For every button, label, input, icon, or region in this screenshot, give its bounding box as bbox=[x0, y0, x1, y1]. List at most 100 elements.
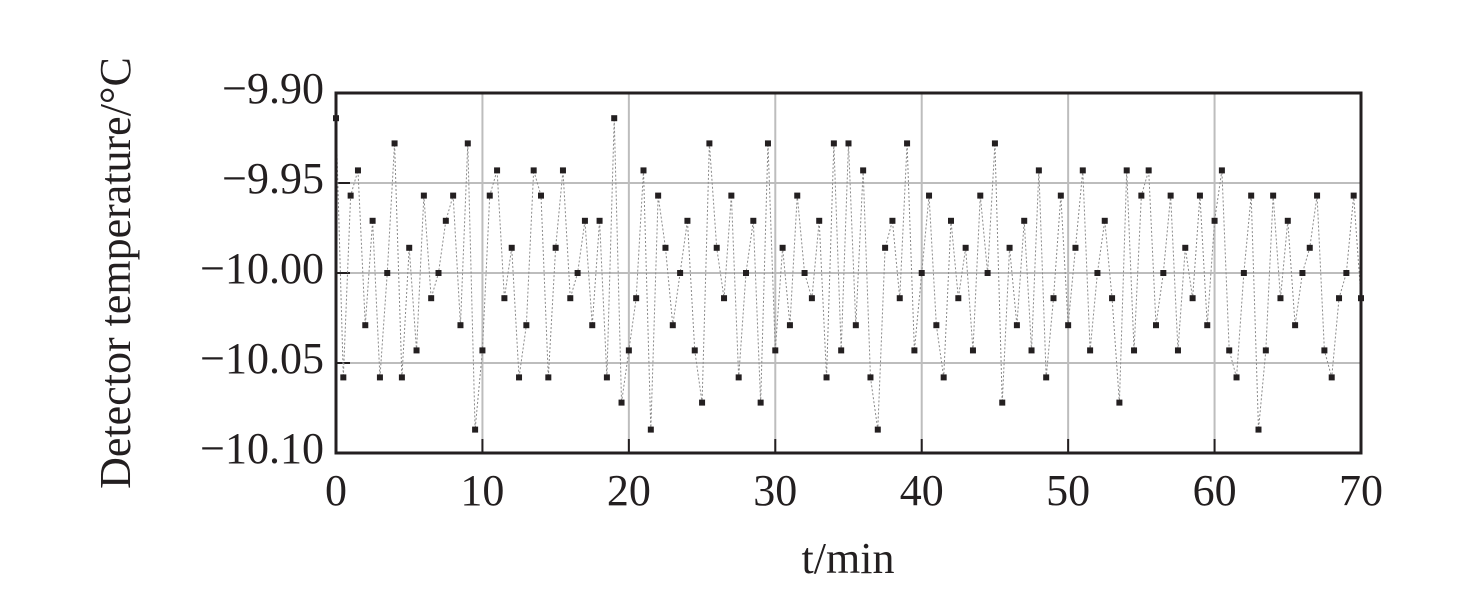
data-point bbox=[603, 374, 610, 381]
data-point bbox=[786, 322, 793, 329]
data-point bbox=[633, 295, 640, 302]
data-point bbox=[589, 322, 596, 329]
data-point bbox=[852, 322, 859, 329]
data-point bbox=[1314, 192, 1321, 199]
data-point bbox=[721, 295, 728, 302]
data-point bbox=[457, 322, 464, 329]
data-point bbox=[1182, 244, 1189, 251]
data-point bbox=[1336, 295, 1343, 302]
data-point bbox=[479, 347, 486, 354]
data-point bbox=[1072, 244, 1079, 251]
data-point bbox=[1284, 217, 1291, 224]
data-point bbox=[1050, 295, 1057, 302]
data-point bbox=[808, 295, 815, 302]
data-point bbox=[1306, 244, 1313, 251]
data-point bbox=[691, 347, 698, 354]
data-point bbox=[501, 295, 508, 302]
data-point bbox=[538, 192, 544, 199]
data-point bbox=[969, 347, 976, 354]
data-point bbox=[435, 270, 442, 276]
data-point bbox=[1248, 192, 1255, 199]
data-point bbox=[472, 426, 479, 433]
data-point bbox=[1065, 322, 1072, 329]
data-point bbox=[413, 347, 420, 354]
data-point bbox=[882, 244, 889, 251]
data-point bbox=[713, 244, 720, 251]
data-point bbox=[647, 426, 654, 433]
data-point bbox=[450, 192, 457, 199]
x-tick-label: 40 bbox=[900, 466, 944, 515]
data-point bbox=[1343, 270, 1350, 276]
data-point bbox=[728, 192, 735, 199]
data-point bbox=[1211, 217, 1218, 224]
data-point bbox=[911, 347, 918, 354]
data-point bbox=[1204, 322, 1211, 329]
data-point bbox=[962, 244, 969, 251]
data-point bbox=[1116, 399, 1123, 406]
data-point bbox=[1218, 167, 1225, 174]
data-point bbox=[1145, 167, 1152, 174]
x-tick-label: 10 bbox=[460, 466, 504, 515]
data-point bbox=[1087, 347, 1094, 354]
data-point bbox=[830, 140, 837, 147]
data-point bbox=[1028, 347, 1035, 354]
data-point bbox=[347, 192, 354, 199]
data-point bbox=[1109, 295, 1116, 302]
data-point bbox=[1196, 192, 1203, 199]
data-point bbox=[1094, 270, 1101, 276]
data-point bbox=[486, 192, 493, 199]
plot-frame bbox=[334, 91, 1363, 455]
data-point bbox=[523, 322, 530, 329]
data-point bbox=[764, 140, 771, 147]
data-point bbox=[1035, 167, 1042, 174]
data-point bbox=[991, 140, 998, 147]
data-point bbox=[464, 140, 471, 147]
data-point bbox=[801, 270, 808, 276]
data-point bbox=[1013, 322, 1020, 329]
data-point bbox=[977, 192, 984, 199]
data-point bbox=[750, 217, 757, 224]
data-point bbox=[1299, 270, 1306, 276]
y-tick-label: −10.00 bbox=[200, 244, 324, 293]
data-point bbox=[596, 217, 603, 224]
data-point bbox=[1277, 295, 1284, 302]
data-point bbox=[677, 270, 684, 276]
data-point bbox=[984, 270, 991, 276]
data-point bbox=[1350, 192, 1357, 199]
data-point bbox=[918, 270, 925, 276]
data-point bbox=[625, 347, 632, 354]
data-point bbox=[1160, 270, 1167, 276]
data-point bbox=[530, 167, 537, 174]
data-point bbox=[735, 374, 742, 381]
data-point bbox=[574, 270, 581, 276]
data-point bbox=[545, 374, 552, 381]
data-point bbox=[552, 244, 559, 251]
data-point bbox=[706, 140, 713, 147]
x-tick-label: 60 bbox=[1193, 466, 1237, 515]
data-point bbox=[823, 374, 830, 381]
data-point bbox=[1174, 347, 1181, 354]
x-tick-label: 50 bbox=[1046, 466, 1090, 515]
data-point bbox=[640, 167, 647, 174]
data-point bbox=[581, 217, 588, 224]
data-point bbox=[508, 244, 515, 251]
data-point bbox=[340, 374, 347, 381]
data-point bbox=[354, 167, 361, 174]
data-point bbox=[757, 399, 764, 406]
data-point bbox=[516, 374, 523, 381]
data-point bbox=[838, 347, 845, 354]
y-tick-label: −10.10 bbox=[200, 424, 324, 473]
data-point bbox=[669, 322, 676, 329]
data-point bbox=[1079, 167, 1086, 174]
data-point bbox=[1167, 192, 1174, 199]
x-axis-label: t/min bbox=[802, 534, 895, 583]
data-point bbox=[618, 399, 625, 406]
data-point bbox=[874, 426, 881, 433]
data-point bbox=[1138, 192, 1145, 199]
data-point bbox=[384, 270, 391, 276]
data-point bbox=[933, 322, 940, 329]
data-point bbox=[1240, 270, 1247, 276]
data-point bbox=[376, 374, 383, 381]
